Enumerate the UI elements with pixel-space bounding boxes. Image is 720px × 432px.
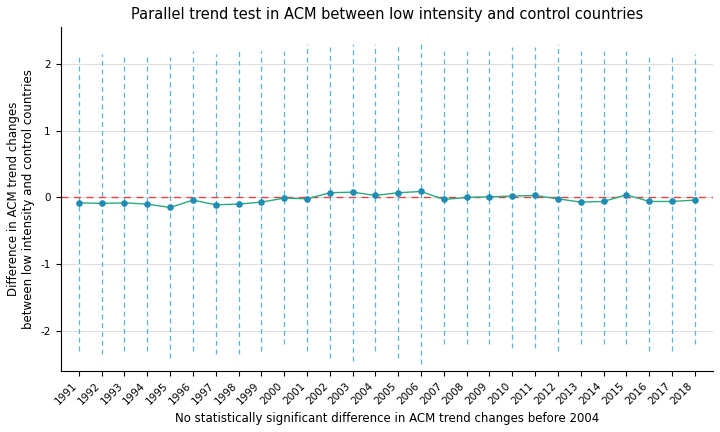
Y-axis label: Difference in ACM trend changes
between low intensity and control countries: Difference in ACM trend changes between … bbox=[7, 69, 35, 329]
Point bbox=[415, 188, 427, 195]
Point bbox=[392, 189, 404, 196]
Point bbox=[666, 198, 678, 205]
Point bbox=[461, 194, 472, 201]
Point bbox=[164, 204, 176, 211]
Point bbox=[187, 197, 199, 203]
Point bbox=[529, 192, 541, 199]
Point bbox=[689, 197, 701, 203]
Point bbox=[438, 196, 449, 203]
Point bbox=[621, 191, 632, 198]
Point bbox=[142, 201, 153, 208]
Point bbox=[119, 199, 130, 206]
Point bbox=[369, 192, 381, 199]
Point bbox=[210, 201, 222, 208]
Title: Parallel trend test in ACM between low intensity and control countries: Parallel trend test in ACM between low i… bbox=[131, 7, 643, 22]
Point bbox=[233, 201, 244, 208]
Point bbox=[279, 195, 290, 202]
Point bbox=[96, 200, 107, 207]
Point bbox=[301, 195, 312, 202]
Point bbox=[347, 189, 359, 196]
Point bbox=[552, 195, 564, 202]
X-axis label: No statistically significant difference in ACM trend changes before 2004: No statistically significant difference … bbox=[175, 412, 599, 425]
Point bbox=[507, 193, 518, 200]
Point bbox=[256, 199, 267, 206]
Point bbox=[324, 189, 336, 196]
Point bbox=[73, 199, 85, 206]
Point bbox=[598, 198, 609, 205]
Point bbox=[644, 198, 655, 205]
Point bbox=[484, 194, 495, 200]
Point bbox=[575, 199, 587, 206]
